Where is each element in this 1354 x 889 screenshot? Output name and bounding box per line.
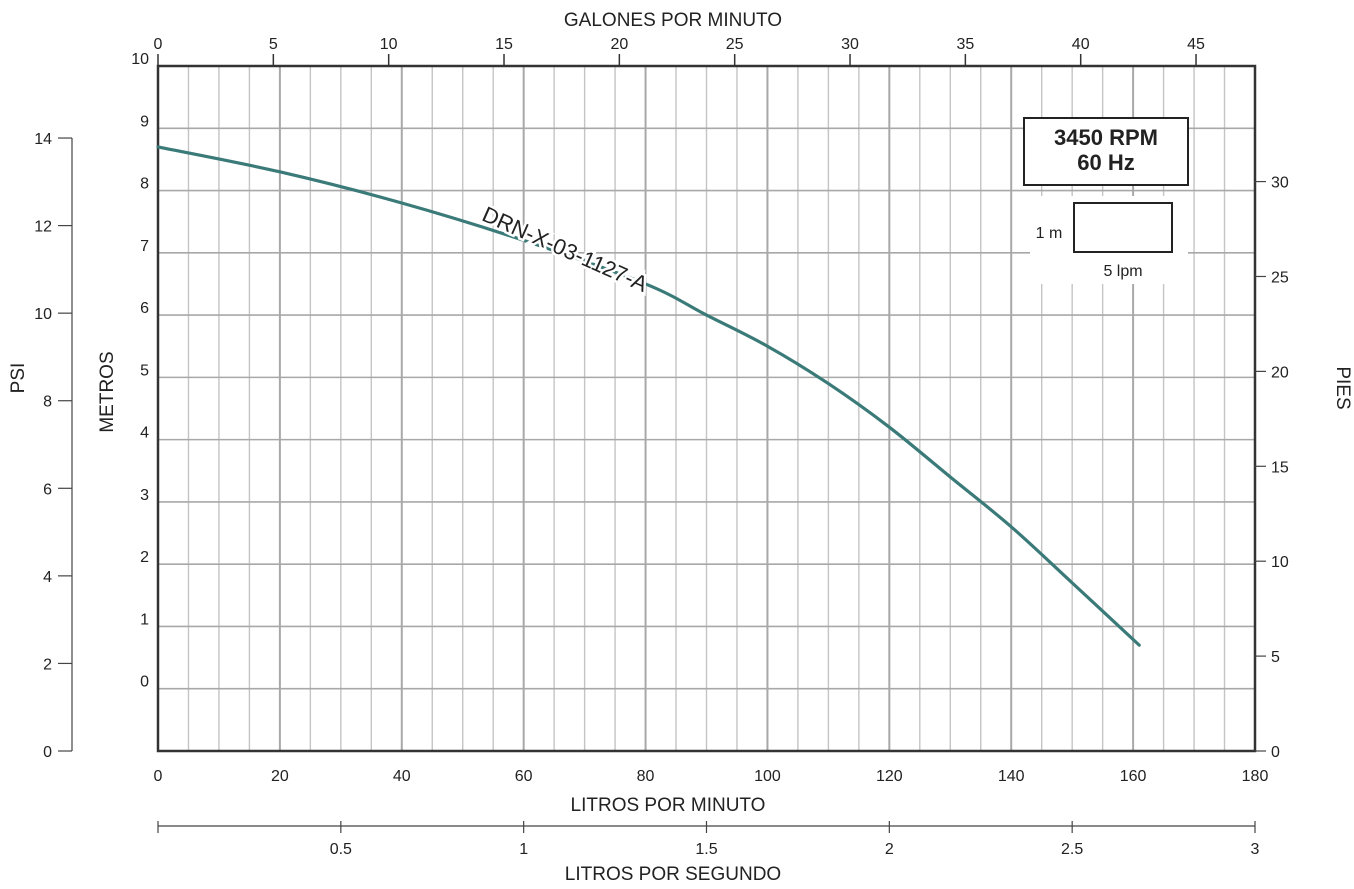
metros-tick-label: 10 — [131, 51, 149, 68]
series-group: DRN-X-03-1127-A — [156, 145, 1141, 647]
pies-axis-ticks: 0 5 10 15 20 25 30 — [1255, 175, 1289, 761]
metros-tick-label: 5 — [140, 362, 149, 379]
metros-tick-label: 0 — [140, 674, 149, 691]
metros-axis-ticks: 0 1 2 3 4 5 6 7 8 9 10 — [131, 51, 149, 691]
scale-horizontal-label: 5 lpm — [1103, 263, 1142, 280]
top-tick-label: 35 — [956, 36, 974, 53]
metros-tick-label: 3 — [140, 487, 149, 504]
psi-tick-label: 12 — [34, 219, 52, 236]
top-tick-label: 20 — [610, 36, 628, 53]
top-tick-label: 30 — [841, 36, 859, 53]
psi-tick-label: 14 — [34, 131, 52, 148]
bottom-tick-label: 80 — [637, 768, 655, 785]
metros-tick-label: 6 — [140, 300, 149, 317]
bottom-tick-label: 100 — [754, 768, 781, 785]
lps-axis-ticks: 0.5 1 1.5 2 2.5 3 — [157, 821, 1260, 858]
pies-tick-label: 0 — [1271, 744, 1280, 761]
lps-axis-title: LITROS POR SEGUNDO — [565, 864, 781, 885]
pies-tick-label: 5 — [1271, 649, 1280, 666]
pies-tick-label: 30 — [1271, 175, 1289, 192]
psi-axis-title: PSI — [8, 363, 29, 394]
bottom-tick-label: 120 — [876, 768, 903, 785]
top-tick-label: 5 — [269, 36, 278, 53]
psi-tick-label: 2 — [43, 656, 52, 673]
metros-tick-label: 1 — [140, 611, 149, 628]
metros-tick-label: 9 — [140, 113, 149, 130]
bottom-tick-label: 20 — [271, 768, 289, 785]
metros-axis-title: METROS — [97, 351, 118, 432]
psi-axis-ticks: 0 2 4 6 8 10 12 14 — [34, 131, 73, 761]
series-curve — [156, 145, 1141, 647]
psi-tick-label: 6 — [43, 481, 52, 498]
psi-tick-label: 8 — [43, 394, 52, 411]
metros-tick-label: 7 — [140, 238, 149, 255]
lps-tick-label: 0.5 — [330, 841, 352, 858]
bottom-tick-label: 160 — [1120, 768, 1147, 785]
top-tick-label: 40 — [1072, 36, 1090, 53]
bottom-tick-label: 0 — [154, 768, 163, 785]
bottom-axis-title: LITROS POR MINUTO — [571, 795, 766, 816]
info-box — [1023, 117, 1189, 186]
psi-tick-label: 0 — [43, 744, 52, 761]
pies-tick-label: 10 — [1271, 554, 1289, 571]
rpm-label: 3450 RPM — [1054, 125, 1158, 150]
scale-box — [1073, 202, 1173, 253]
top-tick-label: 45 — [1187, 36, 1205, 53]
metros-tick-label: 2 — [140, 549, 149, 566]
bottom-tick-label: 40 — [393, 768, 411, 785]
bottom-tick-label: 140 — [998, 768, 1025, 785]
plot-frame — [156, 64, 1257, 753]
top-axis-ticks: 0 5 10 15 20 25 30 35 40 45 — [154, 36, 1205, 66]
top-axis-title: GALONES POR MINUTO — [564, 10, 782, 31]
metros-tick-label: 4 — [140, 425, 149, 442]
pies-axis-title: PIES — [1332, 366, 1353, 409]
pies-tick-label: 20 — [1271, 364, 1289, 381]
scale-vertical-label: 1 m — [1036, 225, 1063, 242]
bottom-tick-label: 180 — [1242, 768, 1269, 785]
metros-tick-label: 8 — [140, 176, 149, 193]
lps-tick-label: 1.5 — [695, 841, 717, 858]
psi-tick-label: 4 — [43, 569, 52, 586]
top-tick-label: 15 — [495, 36, 513, 53]
psi-tick-label: 10 — [34, 306, 52, 323]
top-tick-label: 10 — [380, 36, 398, 53]
hz-label: 60 Hz — [1077, 150, 1134, 175]
lps-tick-label: 2 — [885, 841, 894, 858]
pies-tick-label: 15 — [1271, 459, 1289, 476]
lps-tick-label: 1 — [519, 841, 528, 858]
top-tick-label: 25 — [726, 36, 744, 53]
pies-tick-label: 25 — [1271, 269, 1289, 286]
series-label: DRN-X-03-1127-A — [479, 202, 652, 297]
lps-tick-label: 3 — [1251, 841, 1260, 858]
bottom-tick-label: 60 — [515, 768, 533, 785]
bottom-axis-ticks: 0 20 40 60 80 100 120 140 160 180 — [154, 768, 1269, 785]
lps-tick-label: 2.5 — [1061, 841, 1083, 858]
top-tick-label: 0 — [154, 36, 163, 53]
